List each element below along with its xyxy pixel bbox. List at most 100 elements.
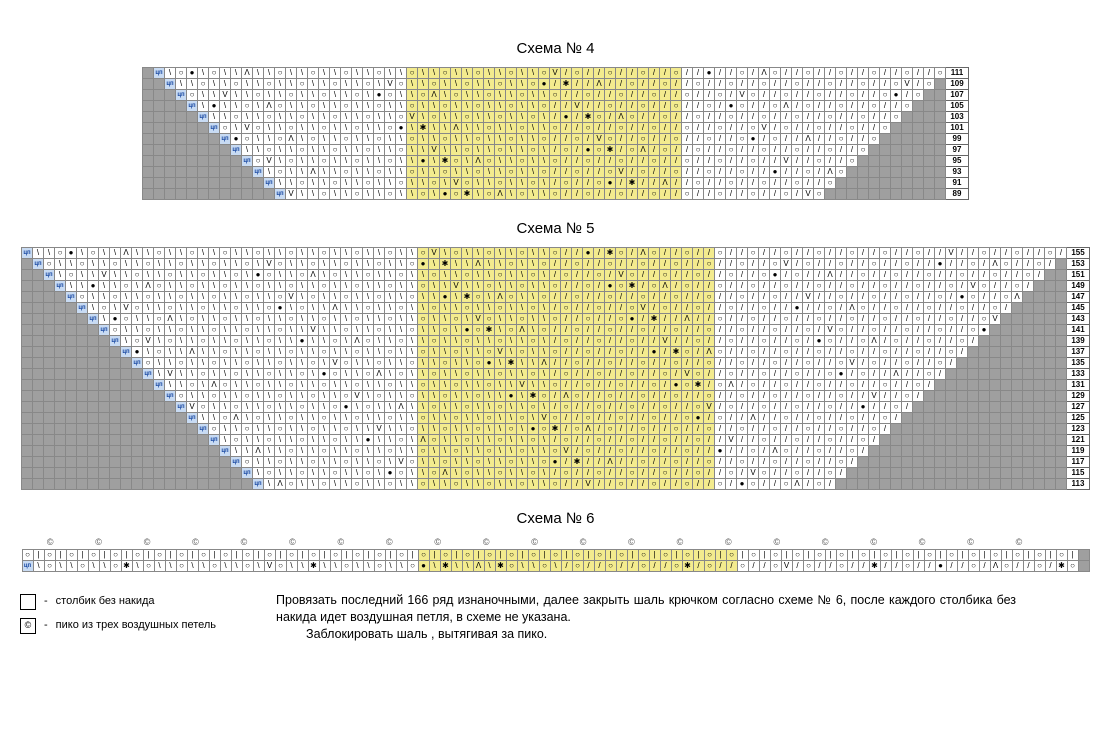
cell xyxy=(1023,435,1034,446)
cell: ○ xyxy=(561,468,572,479)
cell: \ xyxy=(275,314,286,325)
cell: / xyxy=(957,248,968,259)
cell: | xyxy=(627,550,638,561)
cell: ○ xyxy=(638,561,649,572)
cell xyxy=(99,446,110,457)
cell xyxy=(121,424,132,435)
cell: ○ xyxy=(473,457,484,468)
cell: ○ xyxy=(352,314,363,325)
cell: / xyxy=(682,145,693,156)
cell: ○ xyxy=(660,79,671,90)
cell: / xyxy=(913,68,924,79)
cell: ○ xyxy=(869,424,880,435)
cell: \ xyxy=(110,270,121,281)
cell: V xyxy=(407,112,418,123)
cell xyxy=(55,424,66,435)
cell: / xyxy=(671,156,682,167)
row-number: 139 xyxy=(1067,336,1090,347)
cell: ○ xyxy=(451,479,462,490)
cell xyxy=(154,479,165,490)
cell: ○ xyxy=(671,325,682,336)
cell: / xyxy=(737,435,748,446)
cell xyxy=(869,479,880,490)
cell xyxy=(88,446,99,457)
cell xyxy=(176,145,187,156)
cell: ○ xyxy=(275,325,286,336)
cell: \ xyxy=(154,270,165,281)
cell: ○ xyxy=(484,380,495,391)
cell: ○ xyxy=(308,259,319,270)
cell xyxy=(66,457,77,468)
cell: \ xyxy=(297,68,308,79)
cell: ○ xyxy=(572,391,583,402)
cell xyxy=(154,391,165,402)
cell: / xyxy=(649,292,660,303)
cell: \ xyxy=(506,314,517,325)
cell: / xyxy=(583,358,594,369)
cell: ○ xyxy=(660,270,671,281)
cell xyxy=(979,457,990,468)
cell: ○ xyxy=(341,457,352,468)
cell: ○ xyxy=(770,550,781,561)
cell: \ xyxy=(253,292,264,303)
cell: цп xyxy=(220,446,231,457)
cell xyxy=(187,189,198,200)
cell: \ xyxy=(308,112,319,123)
cell: ✱ xyxy=(484,325,495,336)
cell: \ xyxy=(517,561,528,572)
cell xyxy=(198,446,209,457)
cell: / xyxy=(759,167,770,178)
cell: ○ xyxy=(924,270,935,281)
cell xyxy=(121,402,132,413)
cell: V xyxy=(187,402,198,413)
cell: \ xyxy=(385,391,396,402)
cell: ● xyxy=(528,424,539,435)
cell: ○ xyxy=(495,468,506,479)
cell xyxy=(891,457,902,468)
cell: ○ xyxy=(396,178,407,189)
cell: ○ xyxy=(176,561,187,572)
cell: ○ xyxy=(748,248,759,259)
cell: / xyxy=(792,281,803,292)
cell xyxy=(143,457,154,468)
cell xyxy=(44,347,55,358)
cell: / xyxy=(704,369,715,380)
cell xyxy=(242,178,253,189)
cell: \ xyxy=(396,347,407,358)
cell: ○ xyxy=(352,550,363,561)
cell: \ xyxy=(286,325,297,336)
cell xyxy=(979,391,990,402)
cell: ○ xyxy=(286,446,297,457)
cell: \ xyxy=(286,303,297,314)
cell: ○ xyxy=(660,468,671,479)
cell: \ xyxy=(341,189,352,200)
cell: \ xyxy=(242,270,253,281)
cell: / xyxy=(594,292,605,303)
cell: \ xyxy=(484,167,495,178)
cell: ○ xyxy=(44,259,55,270)
cell: | xyxy=(451,550,462,561)
cell: ○ xyxy=(583,314,594,325)
cell: V xyxy=(803,292,814,303)
cell: ○ xyxy=(693,402,704,413)
cell xyxy=(1056,325,1067,336)
cell: ○ xyxy=(286,413,297,424)
cell: ○ xyxy=(517,281,528,292)
cell: / xyxy=(913,325,924,336)
cell: \ xyxy=(242,79,253,90)
cell: \ xyxy=(385,134,396,145)
cell: ○ xyxy=(220,347,231,358)
cell: / xyxy=(825,380,836,391)
legend-pico-symbol: © xyxy=(20,618,36,634)
cell: ○ xyxy=(374,325,385,336)
cell: V xyxy=(264,561,275,572)
cell: / xyxy=(605,189,616,200)
cell: \ xyxy=(462,90,473,101)
cell: ● xyxy=(440,292,451,303)
cell: / xyxy=(649,435,660,446)
cell: ○ xyxy=(836,550,847,561)
cell: \ xyxy=(528,248,539,259)
cell: / xyxy=(836,156,847,167)
cell: \ xyxy=(517,167,528,178)
cell: \ xyxy=(319,424,330,435)
